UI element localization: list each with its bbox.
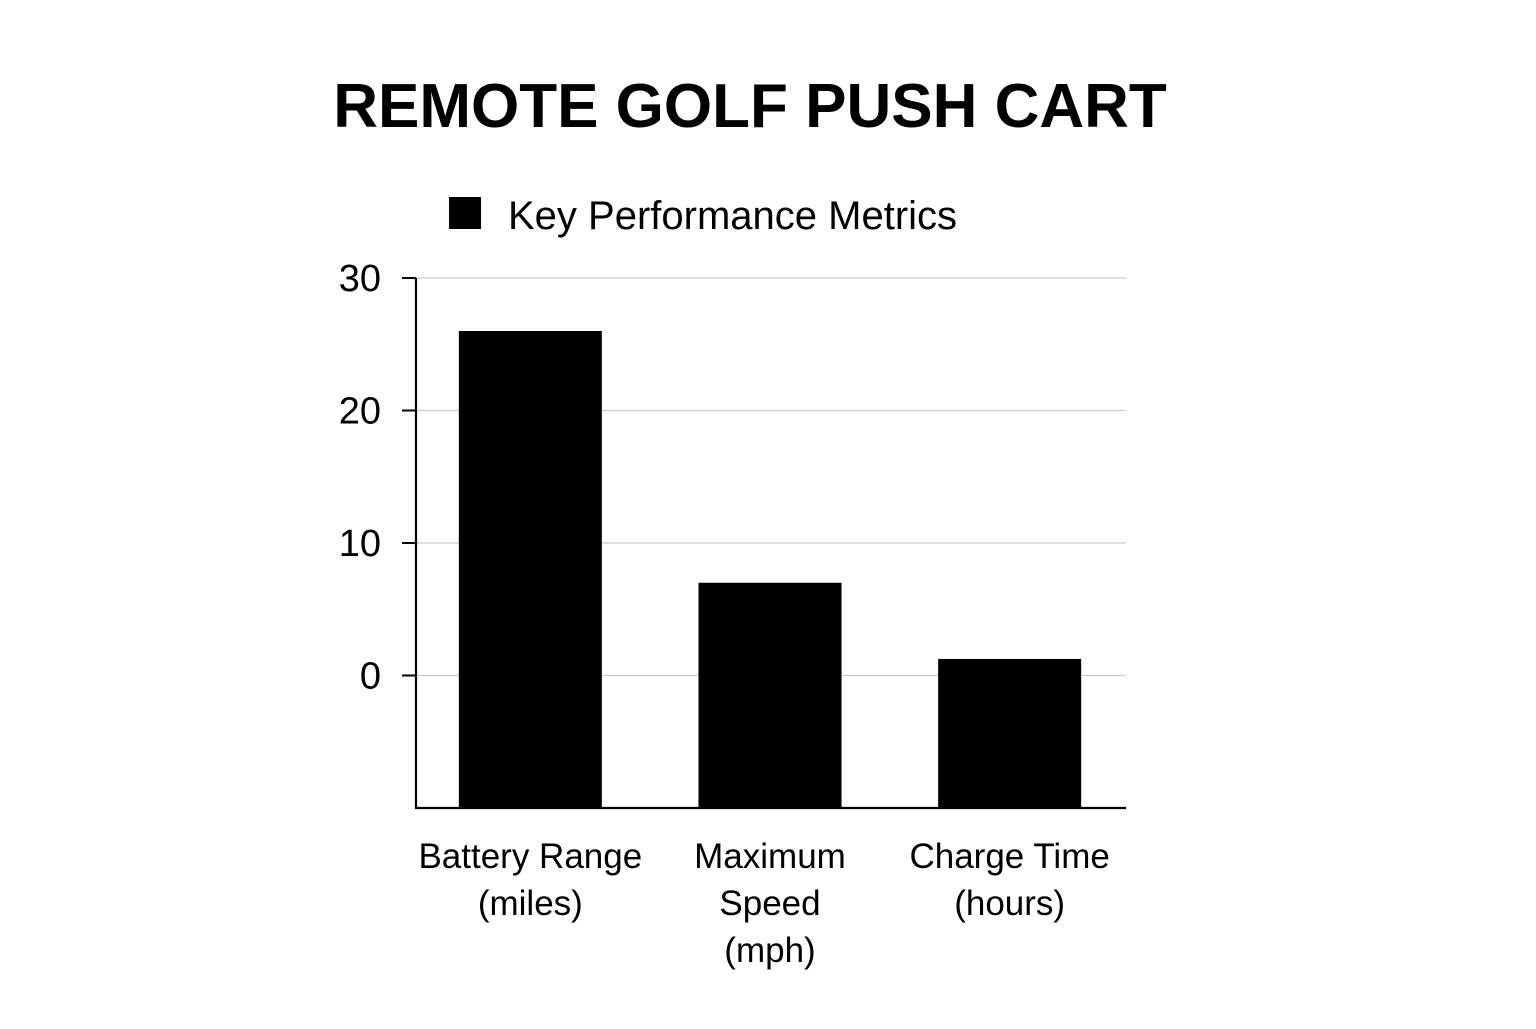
y-axis-ticks: 0 10 20 30 <box>339 258 416 698</box>
y-tick-label: 30 <box>339 258 381 300</box>
y-tick-label: 0 <box>360 656 381 698</box>
x-tick-label: Maximum Speed (mph) <box>694 837 846 970</box>
y-tick-label: 10 <box>339 523 381 565</box>
x-tick-label-line: Battery Range <box>418 837 642 876</box>
y-tick-label: 20 <box>339 391 381 433</box>
legend-swatch <box>449 197 481 229</box>
bar <box>938 658 1082 808</box>
x-tick-label-line: (hours) <box>954 884 1065 923</box>
bar <box>698 582 842 808</box>
bar <box>458 331 602 808</box>
x-tick-label: Charge Time (hours) <box>909 837 1109 923</box>
x-tick-label: Battery Range (miles) <box>418 837 642 923</box>
x-tick-label-line: Speed <box>719 884 820 923</box>
legend: Key Performance Metrics <box>449 194 957 238</box>
bars <box>458 331 1082 808</box>
legend-label: Key Performance Metrics <box>508 194 957 238</box>
chart-title: REMOTE GOLF PUSH CART <box>333 72 1167 141</box>
x-axis-labels: Battery Range (miles) Maximum Speed (mph) Cha… <box>418 837 1109 970</box>
x-tick-label-line: (mph) <box>724 931 815 970</box>
x-tick-label-line: Charge Time <box>909 837 1109 876</box>
x-tick-label-line: (miles) <box>478 884 583 923</box>
x-tick-label-line: Maximum <box>694 837 846 876</box>
